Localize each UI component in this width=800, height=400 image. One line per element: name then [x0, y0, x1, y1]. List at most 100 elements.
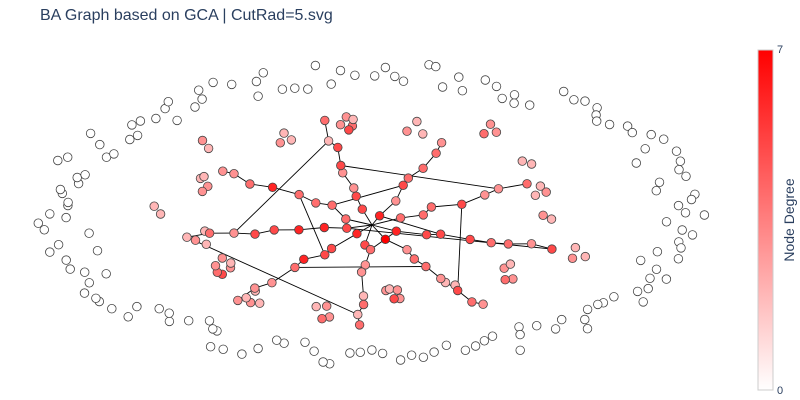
chart-title: BA Graph based on GCA | CutRad=5.svg — [40, 7, 333, 24]
main-node — [290, 262, 300, 273]
main-node — [478, 299, 488, 309]
isolated-node — [132, 301, 142, 312]
main-node — [323, 136, 334, 146]
main-node — [349, 183, 359, 193]
cluster-node — [418, 129, 428, 139]
main-node — [380, 234, 391, 245]
colorbar-min-label: 0 — [777, 385, 783, 397]
isolated-node — [661, 217, 672, 227]
cluster-node — [190, 235, 201, 245]
isolated-node — [335, 65, 346, 76]
isolated-node — [631, 158, 642, 168]
isolated-node — [687, 230, 698, 240]
isolated-node — [79, 267, 90, 277]
isolated-node — [53, 155, 63, 166]
isolated-node — [580, 314, 590, 325]
isolated-node — [125, 134, 135, 145]
main-node — [457, 199, 467, 210]
isolated-node — [515, 329, 525, 340]
cluster-node — [203, 143, 214, 154]
main-node — [267, 278, 277, 288]
cluster-node — [317, 314, 327, 324]
cluster-node — [226, 258, 236, 268]
isolated-node — [681, 171, 691, 182]
cross-edge — [233, 140, 329, 234]
main-node — [341, 214, 351, 224]
main-node — [503, 239, 514, 249]
isolated-node — [582, 304, 593, 315]
main-node — [250, 283, 260, 293]
main-node — [398, 180, 408, 191]
main-edge — [440, 233, 471, 240]
isolated-node — [45, 247, 55, 257]
isolated-node — [686, 194, 697, 205]
isolated-node — [582, 324, 593, 334]
isolated-node — [622, 121, 633, 131]
cluster-node — [535, 181, 546, 191]
colorbar-title: Node Degree — [781, 178, 797, 261]
isolated-node — [659, 134, 669, 144]
isolated-node — [80, 170, 90, 180]
isolated-node — [92, 245, 103, 256]
isolated-node — [651, 185, 662, 196]
isolated-node — [470, 341, 481, 351]
isolated-node — [480, 75, 491, 85]
cluster-node — [335, 119, 346, 130]
isolated-node — [277, 84, 288, 94]
cluster-node — [210, 261, 221, 271]
cluster-node — [197, 135, 208, 146]
cluster-node — [517, 156, 528, 166]
isolated-node — [370, 71, 380, 81]
isolated-node — [609, 292, 619, 302]
isolated-node — [604, 119, 615, 130]
isolated-node — [45, 209, 55, 219]
isolated-node — [395, 355, 406, 365]
isolated-node — [632, 286, 643, 297]
isolated-node — [454, 72, 464, 82]
main-node — [358, 299, 369, 310]
main-node — [435, 229, 446, 239]
isolated-node — [367, 345, 377, 355]
main-node — [480, 190, 490, 200]
isolated-node — [123, 312, 133, 322]
isolated-node — [569, 95, 579, 105]
main-node — [336, 160, 346, 171]
main-node — [353, 309, 363, 320]
isolated-node — [661, 274, 672, 284]
cross-edge — [294, 266, 426, 268]
main-node — [357, 204, 368, 214]
cluster-node — [505, 259, 516, 269]
main-node — [436, 137, 447, 148]
cluster-node — [541, 187, 551, 197]
main-node — [426, 202, 437, 212]
isolated-node — [310, 60, 321, 71]
isolated-node — [205, 342, 216, 352]
isolated-node — [580, 96, 590, 106]
isolated-node — [61, 255, 71, 265]
isolated-node — [592, 116, 602, 126]
isolated-node — [645, 273, 655, 284]
cross-edge — [331, 184, 404, 206]
cluster-node — [402, 126, 412, 136]
cluster-node — [275, 138, 286, 148]
isolated-node — [380, 62, 391, 73]
isolated-node — [429, 347, 439, 357]
isolated-node — [55, 184, 66, 195]
isolated-node — [33, 218, 44, 228]
cluster-node — [348, 114, 358, 125]
isolated-node — [651, 264, 662, 275]
cluster-node — [538, 210, 548, 221]
isolated-node — [487, 331, 498, 341]
main-node — [294, 225, 304, 235]
colorbar-max-label: 7 — [777, 44, 783, 56]
cross-edge — [379, 215, 441, 235]
isolated-node — [132, 130, 143, 141]
main-node — [402, 244, 412, 255]
cluster-node — [546, 214, 557, 224]
isolated-node — [677, 225, 687, 235]
cluster-node — [199, 171, 209, 182]
isolated-node — [84, 278, 95, 288]
colorbar-gradient — [757, 49, 774, 391]
isolated-node — [204, 316, 215, 326]
isolated-node — [441, 340, 452, 351]
